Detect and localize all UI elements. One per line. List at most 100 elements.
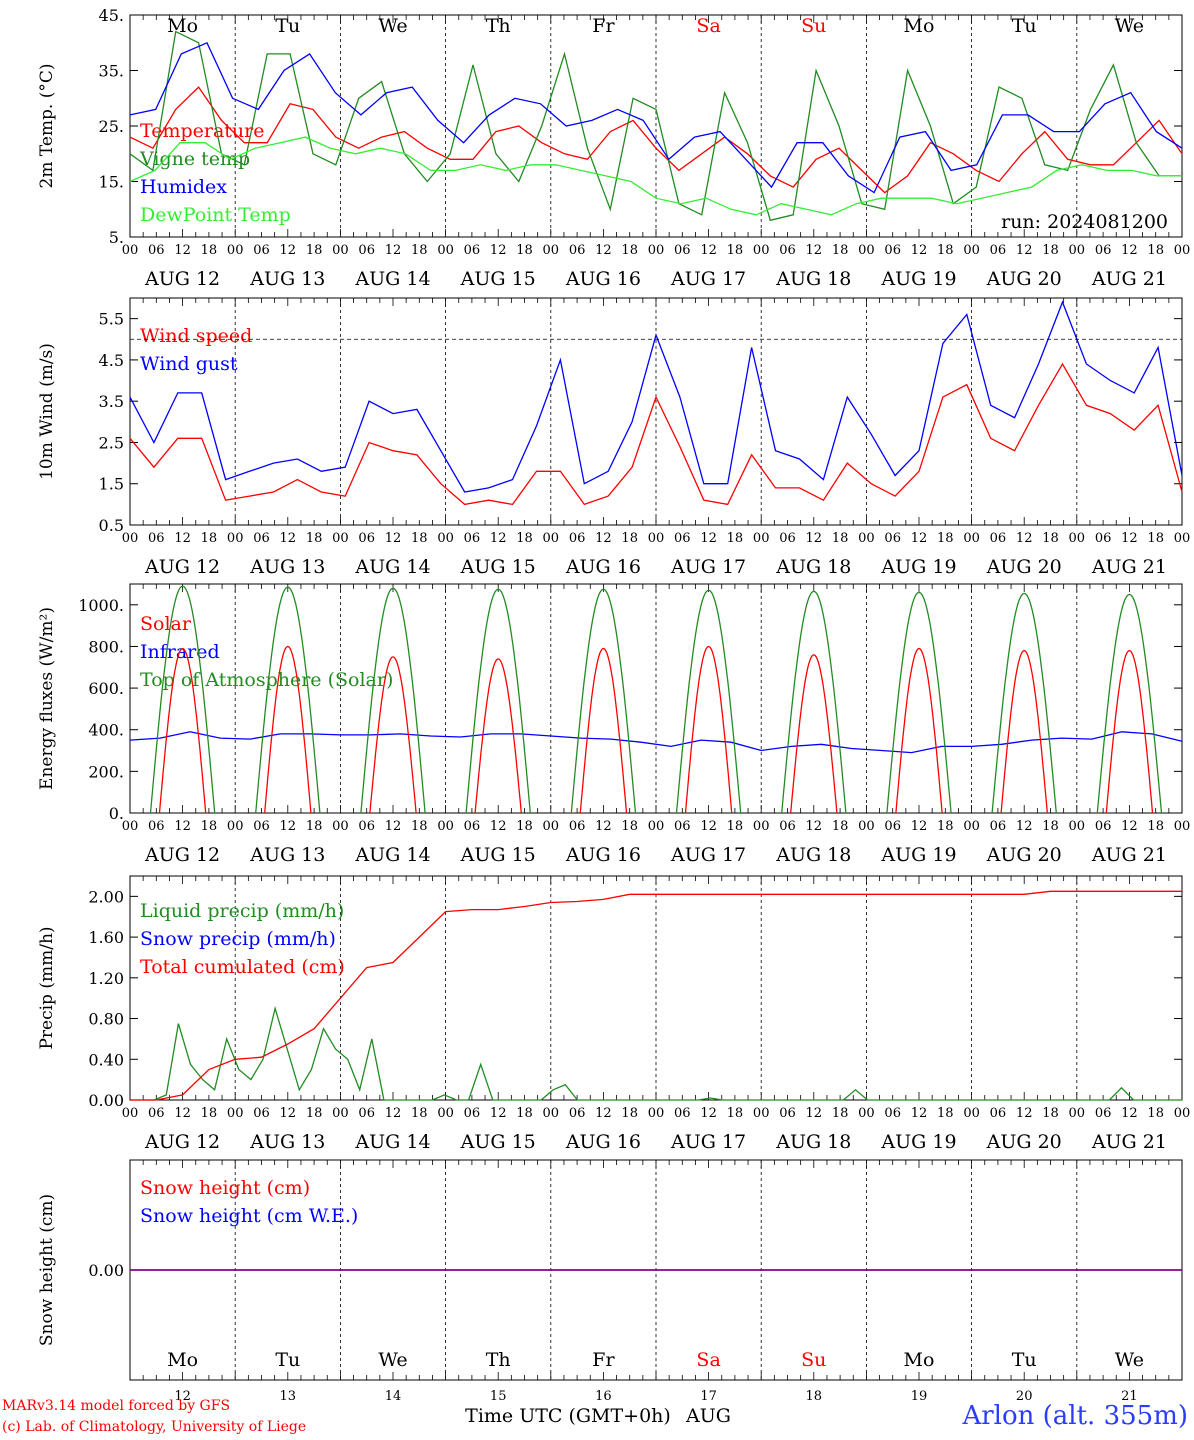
x-hour-label: 06 bbox=[569, 819, 586, 834]
x-date-label: AUG 13 bbox=[249, 844, 325, 866]
x-date-label: AUG 16 bbox=[565, 844, 641, 866]
weekday-label: Fr bbox=[592, 15, 615, 37]
x-hour-label: 00 bbox=[753, 1106, 770, 1121]
x-date-label: AUG 12 bbox=[144, 844, 220, 866]
x-hour-label: 00 bbox=[543, 1106, 560, 1121]
x-hour-label: 06 bbox=[990, 243, 1007, 258]
x-hour-label: 18 bbox=[937, 1106, 954, 1121]
x-hour-label: 06 bbox=[148, 819, 165, 834]
day-number-label: 19 bbox=[911, 1389, 928, 1404]
x-hour-label: 18 bbox=[621, 531, 638, 546]
x-date-label: AUG 18 bbox=[775, 556, 851, 578]
x-hour-label: 18 bbox=[411, 819, 428, 834]
legend-entry: Top of Atmosphere (Solar) bbox=[140, 669, 393, 691]
weekday-label: Th bbox=[486, 15, 511, 37]
series-line bbox=[369, 656, 417, 814]
x-hour-label: 12 bbox=[911, 819, 928, 834]
y-tick-label: 2.00 bbox=[88, 887, 124, 906]
panel-3: 1000. 800. 600. 400. 200. 0. Energy fluxes (W/… bbox=[37, 583, 1190, 866]
x-hour-label: 06 bbox=[1095, 243, 1112, 258]
y-tick-label: 400. bbox=[88, 721, 124, 740]
x-date-label: AUG 18 bbox=[775, 1131, 851, 1153]
series-line bbox=[129, 362, 1183, 506]
x-hour-label: 12 bbox=[806, 1106, 823, 1121]
y-tick-label: 35. bbox=[99, 62, 124, 81]
x-hour-label: 00 bbox=[227, 819, 244, 834]
x-hour-label: 06 bbox=[569, 243, 586, 258]
x-date-label: AUG 13 bbox=[249, 556, 325, 578]
x-date-label: AUG 17 bbox=[670, 1131, 746, 1153]
y-tick-label: 5. bbox=[109, 228, 124, 247]
x-date-label: AUG 20 bbox=[986, 268, 1062, 290]
day-number-label: 20 bbox=[1016, 1389, 1033, 1404]
x-hour-label: 00 bbox=[332, 243, 349, 258]
y-tick-label: 0.40 bbox=[88, 1050, 124, 1069]
x-hour-label: 06 bbox=[148, 243, 165, 258]
x-date-label: AUG 15 bbox=[460, 556, 536, 578]
x-hour-label: 12 bbox=[1121, 1106, 1138, 1121]
legend-entry: Wind speed bbox=[140, 325, 252, 347]
x-hour-label: 00 bbox=[1174, 531, 1191, 546]
x-date-label: AUG 18 bbox=[775, 844, 851, 866]
x-hour-label: 00 bbox=[227, 243, 244, 258]
x-hour-label: 18 bbox=[516, 1106, 533, 1121]
legend: Liquid precip (mm/h) Snow precip (mm/h) To… bbox=[140, 900, 345, 978]
x-hour-label: 18 bbox=[621, 819, 638, 834]
x-hour-label: 00 bbox=[332, 1106, 349, 1121]
series-line bbox=[1000, 649, 1048, 814]
series-line bbox=[149, 585, 216, 814]
y-axis-label: Energy fluxes (W/m²) bbox=[37, 607, 57, 790]
x-axis-month: AUG bbox=[685, 1405, 731, 1427]
x-hour-label: 00 bbox=[648, 1106, 665, 1121]
x-hour-label: 06 bbox=[884, 243, 901, 258]
y-tick-label: 5.5 bbox=[99, 310, 124, 329]
series-line bbox=[264, 645, 312, 814]
x-hour-label: 18 bbox=[306, 531, 323, 546]
x-hour-label: 12 bbox=[385, 531, 402, 546]
y-tick-label: 200. bbox=[88, 762, 124, 781]
weekday-label: Tu bbox=[1012, 15, 1037, 37]
x-hour-label: 18 bbox=[306, 819, 323, 834]
x-hour-label: 18 bbox=[1042, 531, 1059, 546]
x-date-label: AUG 19 bbox=[880, 556, 956, 578]
x-hour-label: 00 bbox=[1069, 1106, 1086, 1121]
series-line bbox=[255, 586, 321, 814]
x-date-label: AUG 13 bbox=[249, 1131, 325, 1153]
x-date-label: AUG 19 bbox=[880, 844, 956, 866]
x-hour-label: 18 bbox=[832, 1106, 849, 1121]
legend-entry: DewPoint Temp bbox=[140, 204, 291, 226]
series-line bbox=[886, 591, 952, 814]
x-hour-label: 12 bbox=[911, 1106, 928, 1121]
legend-entry: Temperature bbox=[140, 120, 264, 142]
x-hour-label: 06 bbox=[253, 819, 270, 834]
x-hour-label: 18 bbox=[727, 531, 744, 546]
x-date-label: AUG 14 bbox=[354, 268, 430, 290]
legend-entry: Liquid precip (mm/h) bbox=[140, 900, 344, 922]
x-hour-label: 00 bbox=[648, 243, 665, 258]
x-hour-label: 12 bbox=[1121, 243, 1138, 258]
weekday-label: Mo bbox=[167, 15, 198, 37]
weekday-label: Fr bbox=[592, 1349, 615, 1371]
x-hour-label: 06 bbox=[1095, 819, 1112, 834]
x-hour-label: 00 bbox=[1069, 819, 1086, 834]
x-hour-label: 00 bbox=[963, 1106, 980, 1121]
y-tick-label: 2.5 bbox=[99, 433, 124, 452]
x-hour-label: 18 bbox=[1042, 243, 1059, 258]
y-axis-label: 10m Wind (m/s) bbox=[37, 343, 57, 480]
weekday-label: Mo bbox=[904, 1349, 935, 1371]
x-date-label: AUG 21 bbox=[1091, 844, 1167, 866]
x-hour-label: 18 bbox=[937, 531, 954, 546]
x-hour-label: 18 bbox=[306, 243, 323, 258]
x-hour-label: 06 bbox=[464, 243, 481, 258]
legend-entry: Solar bbox=[140, 613, 192, 635]
x-hour-label: 06 bbox=[779, 243, 796, 258]
x-hour-label: 06 bbox=[1095, 1106, 1112, 1121]
x-date-label: AUG 12 bbox=[144, 556, 220, 578]
day-number-label: 17 bbox=[700, 1389, 717, 1404]
x-hour-label: 06 bbox=[148, 1106, 165, 1121]
x-hour-label: 18 bbox=[516, 819, 533, 834]
panel-1: 45. 35. 25. 15. 5. 2m Temp. (°C) 00 06 12 18 AUG 1… bbox=[37, 6, 1190, 290]
x-hour-label: 06 bbox=[884, 819, 901, 834]
x-hour-label: 06 bbox=[569, 1106, 586, 1121]
x-hour-label: 18 bbox=[727, 819, 744, 834]
